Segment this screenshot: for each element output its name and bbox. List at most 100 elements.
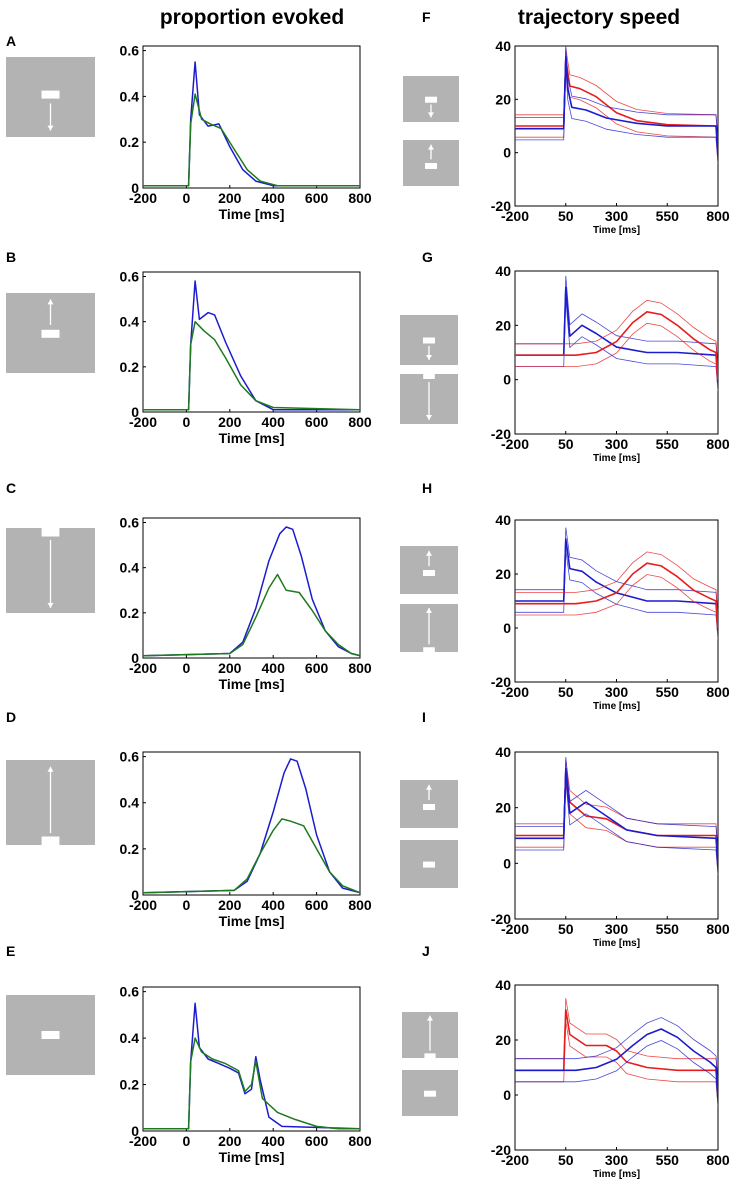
schematic-arrow-head — [47, 125, 54, 131]
panel-letter: E — [6, 943, 15, 959]
series-red-line — [515, 58, 718, 153]
y-tick-label: 40 — [495, 38, 511, 54]
series-blue-band — [515, 1040, 718, 1107]
series-red-line — [515, 311, 718, 380]
schematic-arrow-head — [47, 299, 54, 305]
x-tick-label: 800 — [348, 897, 372, 913]
x-tick-label: 800 — [348, 414, 372, 430]
schematic-bar — [423, 804, 435, 810]
x-tick-label: 300 — [605, 684, 629, 700]
y-tick-label: 40 — [495, 263, 511, 279]
plot-frame — [142, 751, 361, 896]
x-tick-label: 50 — [558, 436, 574, 452]
x-tick-label: 400 — [262, 190, 286, 206]
series-red-band — [515, 48, 718, 142]
series-red-line — [515, 562, 718, 629]
series-blue-line — [143, 1002, 360, 1130]
series-blue-band — [515, 550, 718, 640]
series-blue-band — [515, 780, 718, 876]
stimulus-schematic — [6, 293, 95, 373]
series-group — [143, 758, 360, 894]
x-tick-label: 200 — [218, 660, 242, 676]
x-tick-label: 0 — [183, 190, 191, 206]
y-tick-label: 0 — [503, 145, 511, 161]
series-red-band — [515, 998, 718, 1084]
x-tick-label: 600 — [305, 190, 329, 206]
x-tick-label: -200 — [501, 436, 529, 452]
x-tick-label: 200 — [218, 897, 242, 913]
y-tick-label: 0 — [131, 650, 139, 666]
series-group — [515, 275, 718, 392]
stimulus-schematic — [400, 546, 458, 594]
series-blue-line — [143, 526, 360, 657]
y-tick-label: -20 — [491, 674, 511, 690]
plot-frame — [142, 986, 361, 1132]
y-tick-label: 0.4 — [120, 314, 140, 330]
series-group — [143, 1002, 360, 1130]
stimulus-schematic — [403, 140, 459, 186]
x-axis-label: Time [ms] — [219, 1149, 285, 1165]
right-column-title: trajectory speed — [518, 6, 680, 29]
panel-letter: A — [6, 33, 16, 49]
x-tick-label: -200 — [501, 208, 529, 224]
series-group — [515, 527, 718, 640]
schematic-arrow-head — [47, 766, 54, 772]
y-tick-label: -20 — [491, 426, 511, 442]
y-tick-label: 20 — [495, 800, 511, 816]
x-axis-label: Time [ms] — [219, 676, 285, 692]
panel-letter: H — [422, 480, 432, 496]
schematic-arrow-head — [426, 355, 432, 360]
x-axis-label: Time [ms] — [593, 938, 640, 949]
x-tick-label: 0 — [183, 897, 191, 913]
x-tick-label: 0 — [183, 414, 191, 430]
schematic-bar — [41, 1031, 60, 1039]
stimulus-schematic — [400, 604, 458, 652]
x-axis-label: Time [ms] — [219, 206, 285, 222]
stimulus-schematic — [6, 57, 95, 137]
series-blue-line — [515, 286, 718, 380]
x-tick-label: 300 — [605, 208, 629, 224]
series-blue-band — [515, 67, 718, 164]
series-green-line — [143, 573, 360, 657]
plot-frame — [142, 517, 361, 659]
y-tick-label: 0.2 — [120, 841, 140, 857]
schematic-bar — [423, 861, 435, 868]
x-tick-label: 550 — [656, 1152, 680, 1168]
series-blue-line — [515, 55, 718, 153]
series-green-line — [143, 320, 360, 411]
x-tick-label: 800 — [706, 921, 730, 937]
plot-frame — [142, 45, 361, 189]
x-tick-label: 400 — [262, 897, 286, 913]
series-red-band — [515, 299, 718, 369]
y-tick-label: 40 — [495, 512, 511, 528]
series-group — [143, 280, 360, 411]
series-green-line — [143, 818, 360, 894]
x-tick-label: 600 — [305, 660, 329, 676]
y-tick-label: 0.6 — [120, 269, 140, 285]
plot-frame — [514, 984, 719, 1151]
series-blue-line — [143, 61, 360, 187]
y-tick-label: 0.6 — [120, 43, 140, 59]
x-tick-label: 200 — [218, 190, 242, 206]
stimulus-schematic — [400, 315, 458, 365]
panel-letter: G — [422, 249, 433, 265]
schematic-arrow-head — [426, 415, 432, 420]
schematic-arrow-head — [426, 607, 432, 613]
panel-letter: J — [422, 943, 430, 959]
y-tick-label: 0.2 — [120, 605, 140, 621]
y-tick-label: 0.6 — [120, 749, 140, 765]
x-tick-label: 550 — [656, 684, 680, 700]
x-tick-label: 0 — [183, 1133, 191, 1149]
x-tick-label: 550 — [656, 436, 680, 452]
x-tick-label: -200 — [129, 190, 157, 206]
x-tick-label: -200 — [501, 1152, 529, 1168]
series-blue-line — [143, 280, 360, 411]
x-tick-label: 300 — [605, 1152, 629, 1168]
y-tick-label: 20 — [495, 1032, 511, 1048]
